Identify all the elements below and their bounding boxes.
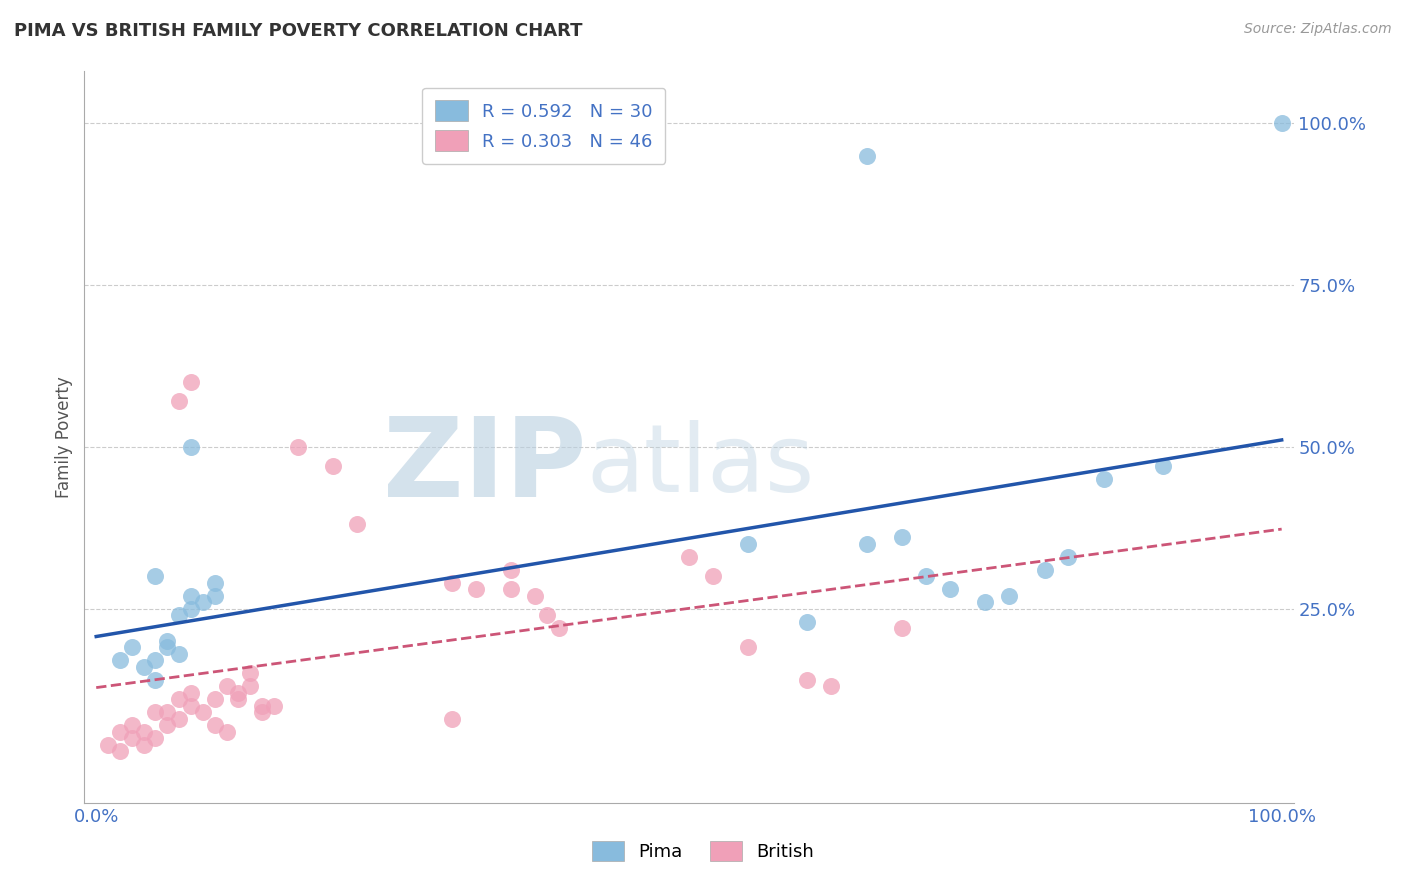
Point <box>250 705 273 719</box>
Point <box>440 712 463 726</box>
Point <box>108 744 131 758</box>
Point <box>239 666 262 681</box>
Point <box>440 575 463 590</box>
Legend: R = 0.592   N = 30, R = 0.303   N = 46: R = 0.592 N = 30, R = 0.303 N = 46 <box>422 87 665 164</box>
Point <box>121 640 143 655</box>
Point <box>239 679 262 693</box>
Point <box>1033 563 1056 577</box>
Point <box>523 589 546 603</box>
Point <box>132 660 155 674</box>
Point <box>191 595 214 609</box>
Point <box>156 634 179 648</box>
Point <box>915 569 938 583</box>
Text: atlas: atlas <box>586 420 814 512</box>
Point <box>702 569 724 583</box>
Point <box>180 601 202 615</box>
Point <box>287 440 309 454</box>
Point <box>156 705 179 719</box>
Point <box>250 698 273 713</box>
Point <box>132 738 155 752</box>
Point <box>1092 472 1115 486</box>
Point <box>228 686 250 700</box>
Point <box>145 653 167 667</box>
Point <box>121 731 143 745</box>
Point <box>891 621 914 635</box>
Point <box>121 718 143 732</box>
Legend: Pima, British: Pima, British <box>579 828 827 874</box>
Point <box>204 589 226 603</box>
Point <box>108 653 131 667</box>
Point <box>167 647 190 661</box>
Text: PIMA VS BRITISH FAMILY POVERTY CORRELATION CHART: PIMA VS BRITISH FAMILY POVERTY CORRELATI… <box>14 22 582 40</box>
Point <box>796 673 818 687</box>
Point <box>1057 549 1080 564</box>
Point <box>820 679 842 693</box>
Point <box>501 563 523 577</box>
Point <box>167 608 190 623</box>
Point <box>501 582 523 597</box>
Point <box>998 589 1021 603</box>
Point <box>938 582 960 597</box>
Point <box>737 537 759 551</box>
Point <box>167 394 190 409</box>
Point <box>346 517 368 532</box>
Point <box>1152 459 1174 474</box>
Point <box>167 692 190 706</box>
Point <box>145 705 167 719</box>
Point <box>97 738 120 752</box>
Point <box>547 621 569 635</box>
Point <box>204 718 226 732</box>
Point <box>180 686 202 700</box>
Point <box>145 569 167 583</box>
Point <box>204 692 226 706</box>
Point <box>891 530 914 544</box>
Point <box>678 549 700 564</box>
Point <box>464 582 486 597</box>
Point <box>263 698 285 713</box>
Point <box>145 731 167 745</box>
Point <box>145 673 167 687</box>
Point <box>737 640 759 655</box>
Point <box>228 692 250 706</box>
Point <box>204 575 226 590</box>
Point <box>180 698 202 713</box>
Text: Source: ZipAtlas.com: Source: ZipAtlas.com <box>1244 22 1392 37</box>
Point <box>855 148 877 162</box>
Point <box>536 608 558 623</box>
Point <box>215 724 238 739</box>
Text: ZIP: ZIP <box>382 413 586 520</box>
Point <box>974 595 997 609</box>
Point <box>156 718 179 732</box>
Point <box>156 640 179 655</box>
Point <box>180 440 202 454</box>
Point <box>855 537 877 551</box>
Point <box>180 375 202 389</box>
Point <box>796 615 818 629</box>
Point <box>1271 116 1294 130</box>
Point <box>167 712 190 726</box>
Point <box>191 705 214 719</box>
Point <box>215 679 238 693</box>
Y-axis label: Family Poverty: Family Poverty <box>55 376 73 498</box>
Point <box>132 724 155 739</box>
Point <box>180 589 202 603</box>
Point <box>322 459 344 474</box>
Point <box>108 724 131 739</box>
